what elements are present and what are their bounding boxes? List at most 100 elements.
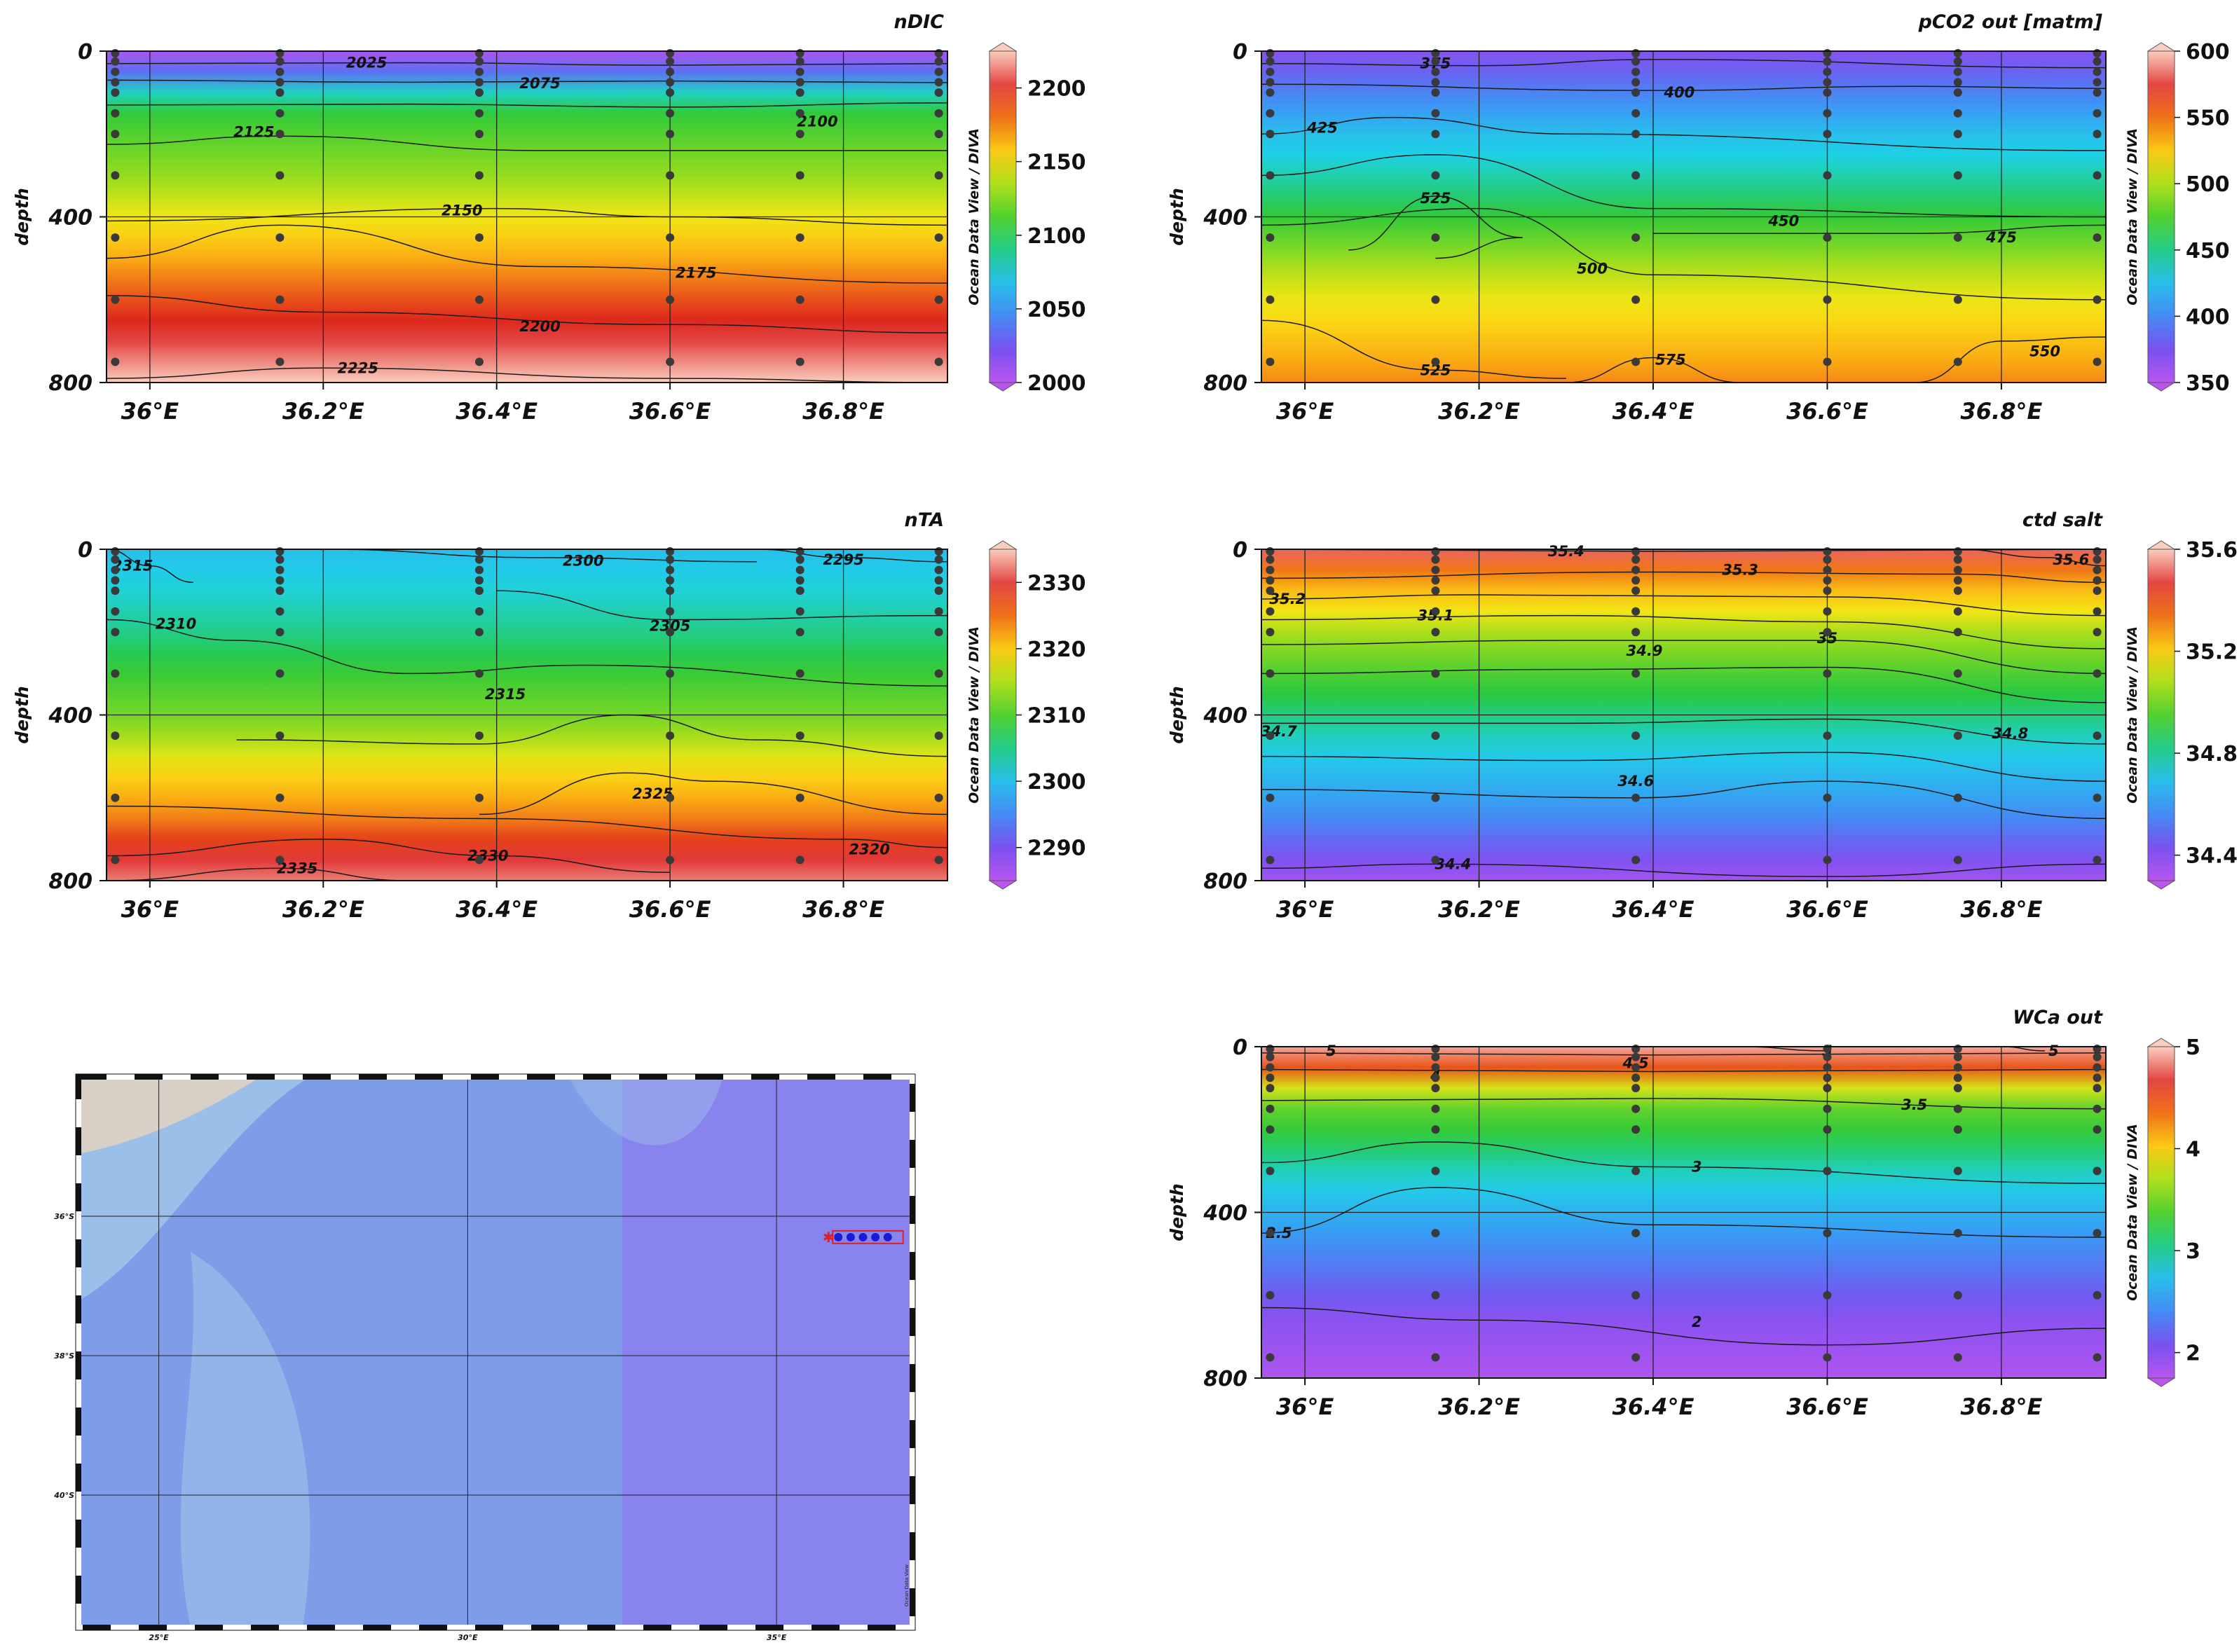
- colorbar-top-cap: [988, 42, 1018, 52]
- sample-point: [934, 48, 943, 57]
- sample-point: [275, 78, 285, 87]
- sample-point: [934, 565, 943, 574]
- sample-point: [795, 855, 804, 865]
- contour-label: 35.2: [1269, 591, 1306, 607]
- sample-point: [2093, 48, 2102, 57]
- sample-point: [1631, 78, 1641, 87]
- sample-point: [1266, 586, 1275, 596]
- contour-line: [1261, 59, 2107, 69]
- y-tick-label: 400: [48, 704, 93, 729]
- contour-line: [756, 549, 948, 563]
- sample-point: [795, 576, 804, 585]
- sample-point: [1631, 586, 1641, 596]
- sample-point: [666, 669, 675, 678]
- sample-point: [934, 669, 943, 678]
- contour-label: 2295: [823, 551, 863, 568]
- sample-point: [1631, 855, 1641, 865]
- y-axis-label: depth: [12, 188, 32, 246]
- x-tick-label: 36°E: [1276, 398, 1334, 425]
- x-tick-label: 36°E: [1276, 1393, 1334, 1420]
- sample-point: [111, 233, 120, 242]
- sample-point: [1823, 607, 1832, 616]
- sample-point: [1631, 1073, 1641, 1082]
- sample-point: [474, 793, 484, 802]
- colorbar-top-cap: [2146, 42, 2176, 52]
- sample-point: [2093, 628, 2102, 637]
- sample-point: [795, 130, 804, 139]
- panel-pco2: 375400425450475500525525550575pCO2 out […: [1167, 11, 2230, 425]
- sample-point: [1823, 1073, 1832, 1082]
- sample-point: [1266, 1063, 1275, 1072]
- sample-point: [2093, 1073, 2102, 1082]
- sample-point: [666, 546, 675, 556]
- sample-point: [1823, 793, 1832, 802]
- sample-point: [275, 109, 285, 118]
- sample-point: [1953, 1290, 1962, 1300]
- sample-point: [111, 555, 120, 564]
- sample-point: [1431, 1229, 1440, 1238]
- sample-point: [1823, 1052, 1832, 1061]
- sample-point: [275, 171, 285, 180]
- sample-point: [474, 546, 484, 556]
- contour-line: [1261, 571, 2107, 584]
- sample-point: [795, 233, 804, 242]
- sample-point: [474, 48, 484, 57]
- contour-line: [1261, 83, 2107, 91]
- sample-point: [111, 48, 120, 57]
- contour-line: [1261, 154, 2107, 218]
- sample-point: [1953, 669, 1962, 678]
- contour-label: 2310: [156, 615, 196, 632]
- colorbar-label: Ocean Data View / DIVA: [2125, 1124, 2140, 1301]
- sample-point: [2093, 607, 2102, 616]
- sample-point: [666, 233, 675, 242]
- sample-point: [111, 855, 120, 865]
- colorbar-bottom-cap: [988, 382, 1018, 392]
- colorbar-tick-label: 2200: [1027, 77, 1086, 102]
- sample-point: [1431, 546, 1440, 556]
- sample-point: [1431, 1063, 1440, 1072]
- map-border-dashes: [76, 1074, 915, 1630]
- sample-point: [1823, 1104, 1832, 1113]
- sample-point: [111, 669, 120, 678]
- sample-point: [474, 88, 484, 97]
- sample-point: [1266, 57, 1275, 66]
- sample-point: [1631, 546, 1641, 556]
- x-tick-label: 36.8°E: [1961, 398, 2043, 425]
- colorbar-label: Ocean Data View / DIVA: [2125, 626, 2140, 804]
- sample-point: [795, 586, 804, 596]
- sample-point: [934, 586, 943, 596]
- contour-label: 2335: [277, 860, 317, 876]
- contour-line: [106, 367, 948, 383]
- sample-point: [275, 546, 285, 556]
- map-y-tick-label: 40°S: [53, 1491, 74, 1500]
- colorbar-tick-label: 34.4: [2186, 844, 2238, 869]
- sample-point: [1266, 793, 1275, 802]
- sample-point: [1953, 793, 1962, 802]
- map-land: [78, 1077, 261, 1154]
- sample-point: [795, 357, 804, 366]
- sample-point: [474, 855, 484, 865]
- sample-point: [275, 628, 285, 637]
- sample-point: [1631, 1353, 1641, 1362]
- colorbar-tick-label: 35.6: [2186, 538, 2238, 563]
- map-x-tick-label: 30°E: [458, 1633, 478, 1642]
- chart-title: WCa out: [2013, 1007, 2103, 1028]
- sample-point: [2093, 1104, 2102, 1113]
- sample-point: [1266, 1125, 1275, 1134]
- chart-title: pCO2 out [matm]: [1918, 11, 2103, 33]
- panel-ndic: 2025 2075 2100 2125 2150 2175 2200 2225 nDIC 36°E…: [12, 11, 1086, 425]
- contour-label: 450: [1767, 212, 1799, 229]
- sample-point: [474, 130, 484, 139]
- colorbar-tick-label: 2000: [1027, 371, 1086, 396]
- y-tick-label: 800: [1203, 371, 1247, 396]
- sample-point: [1431, 48, 1440, 57]
- sample-point: [111, 78, 120, 87]
- colorbar-tick-label: 500: [2186, 172, 2230, 197]
- sample-point: [2093, 855, 2102, 865]
- x-tick-label: 36.2°E: [282, 896, 364, 923]
- sample-point: [666, 57, 675, 66]
- y-axis-label: depth: [1167, 1183, 1187, 1241]
- colorbar-tick-label: 2310: [1027, 704, 1086, 729]
- map-x-tick-label: 25°E: [149, 1633, 169, 1642]
- sample-point: [275, 67, 285, 76]
